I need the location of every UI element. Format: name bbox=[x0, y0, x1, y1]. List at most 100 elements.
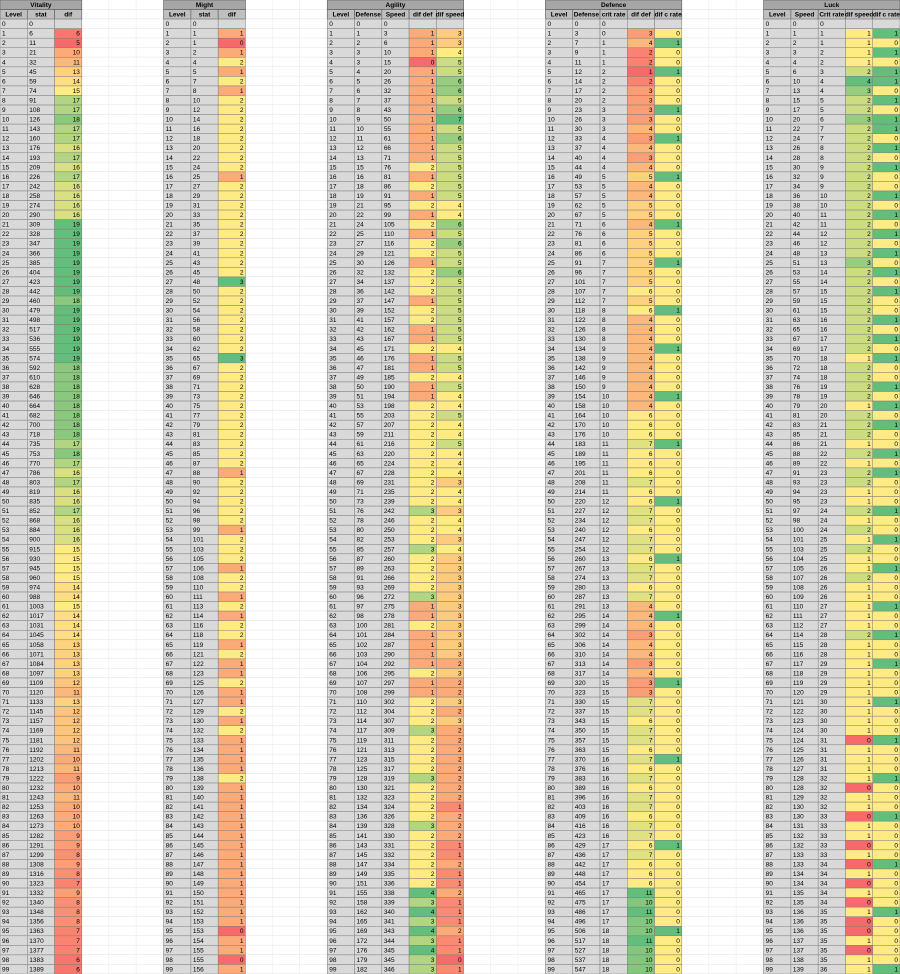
cell-value: 16 bbox=[602, 823, 610, 830]
dif-value: 4 bbox=[649, 336, 653, 343]
dif-value: 3 bbox=[458, 594, 462, 601]
dif-value: 2 bbox=[431, 499, 435, 506]
cell-value: 97 bbox=[547, 947, 555, 954]
cell-value: 20 bbox=[820, 403, 828, 410]
dif-value: 10 bbox=[73, 50, 81, 57]
cell-value: 16 bbox=[547, 174, 555, 181]
cell-value: 25 bbox=[820, 537, 828, 544]
cell-value: 165 bbox=[357, 919, 368, 926]
dif-value: 19 bbox=[73, 288, 81, 295]
dif-value: 0 bbox=[894, 823, 898, 830]
cell-value: 42 bbox=[166, 422, 174, 429]
dif-value: 1 bbox=[894, 775, 898, 782]
cell-value: 36 bbox=[357, 288, 365, 295]
dif-value: 7 bbox=[649, 565, 653, 572]
cell-value: 17 bbox=[602, 909, 610, 916]
dif-value: 0 bbox=[894, 546, 898, 553]
cell-value: 76 bbox=[384, 164, 392, 171]
dif-value: 2 bbox=[458, 823, 462, 830]
dif-value: 2 bbox=[431, 317, 435, 324]
cell-value: 43 bbox=[166, 432, 174, 439]
dif-value: 0 bbox=[894, 900, 898, 907]
cell-value: 0 bbox=[602, 31, 606, 38]
dif-value: 6 bbox=[649, 785, 653, 792]
dif-value: 0 bbox=[676, 117, 680, 124]
cell-value: 33 bbox=[2, 336, 10, 343]
dif-value: 1 bbox=[431, 365, 435, 372]
cell-value: 884 bbox=[29, 527, 40, 534]
cell-value: 68 bbox=[329, 670, 337, 677]
dif-value: 1 bbox=[240, 718, 244, 725]
scaled-cell bbox=[654, 18, 683, 29]
cell-value: 76 bbox=[766, 747, 774, 754]
dif-value: 4 bbox=[458, 50, 462, 57]
dif-value: 2 bbox=[431, 241, 435, 248]
dif-value: 4 bbox=[649, 670, 653, 677]
cell-value: 143 bbox=[193, 823, 204, 830]
dif-value: 0 bbox=[894, 40, 898, 47]
cell-value: 32 bbox=[766, 327, 774, 334]
cell-value: 90 bbox=[193, 479, 201, 486]
cell-value: 91 bbox=[384, 193, 392, 200]
dif-value: 1 bbox=[458, 947, 462, 954]
column-header: Level bbox=[5, 12, 22, 19]
column-header: stat bbox=[35, 12, 47, 19]
cell-value: 945 bbox=[29, 565, 40, 572]
dif-value: 2 bbox=[240, 489, 244, 496]
cell-value: 33 bbox=[166, 336, 174, 343]
dif-value: 1 bbox=[894, 212, 898, 219]
dif-value: 1 bbox=[240, 737, 244, 744]
dif-value: 3 bbox=[458, 31, 462, 38]
dif-value: 13 bbox=[73, 661, 81, 668]
dif-value: 7 bbox=[649, 479, 653, 486]
cell-value: 91 bbox=[29, 97, 37, 104]
cell-value: 547 bbox=[575, 966, 586, 973]
dif-value: 0 bbox=[894, 107, 898, 114]
cell-value: 94 bbox=[766, 919, 774, 926]
dif-value: 4 bbox=[649, 613, 653, 620]
cell-value: 37 bbox=[357, 298, 365, 305]
dif-value: 2 bbox=[867, 126, 871, 133]
dif-value: 5 bbox=[458, 260, 462, 267]
dif-value: 2 bbox=[649, 59, 653, 66]
cell-value: 26 bbox=[820, 584, 828, 591]
cell-value: 2 bbox=[820, 59, 824, 66]
cell-value: 17 bbox=[602, 861, 610, 868]
dif-value: 11 bbox=[646, 938, 653, 945]
cell-value: 13 bbox=[329, 145, 337, 152]
cell-value: 87 bbox=[329, 852, 337, 859]
cell-value: 39 bbox=[329, 394, 337, 401]
cell-value: 40 bbox=[766, 403, 774, 410]
cell-value: 84 bbox=[329, 823, 337, 830]
cell-value: 92 bbox=[766, 900, 774, 907]
cell-value: 142 bbox=[384, 288, 395, 295]
dif-value: 0 bbox=[676, 737, 680, 744]
dif-value: 1 bbox=[894, 69, 898, 76]
dif-value: 13 bbox=[73, 699, 81, 706]
cell-value: 6 bbox=[384, 40, 388, 47]
dif-value: 7 bbox=[649, 737, 653, 744]
column-header: Level bbox=[769, 12, 786, 19]
cell-value: 176 bbox=[357, 947, 368, 954]
dif-value: 0 bbox=[676, 489, 680, 496]
cell-value: 80 bbox=[2, 785, 10, 792]
cell-value: 284 bbox=[384, 632, 395, 639]
cell-value: 96 bbox=[193, 508, 201, 515]
dif-value: 2 bbox=[458, 690, 462, 697]
dif-value: 2 bbox=[431, 814, 435, 821]
cell-value: 181 bbox=[384, 365, 395, 372]
cell-value: 60 bbox=[766, 594, 774, 601]
dif-value: 14 bbox=[73, 78, 81, 85]
dif-value: 4 bbox=[431, 909, 435, 916]
cell-value: 155 bbox=[193, 957, 204, 964]
dif-value: 4 bbox=[649, 222, 653, 229]
dif-value: 2 bbox=[240, 298, 244, 305]
cell-value: 169 bbox=[357, 928, 368, 935]
cell-value: 81 bbox=[547, 795, 555, 802]
cell-value: 83 bbox=[193, 441, 201, 448]
cell-value: 37 bbox=[547, 374, 555, 381]
dif-value: 12 bbox=[73, 709, 81, 716]
dif-value: 1 bbox=[867, 670, 871, 677]
cell-value: 98 bbox=[793, 518, 801, 525]
cell-value: 37 bbox=[575, 145, 583, 152]
